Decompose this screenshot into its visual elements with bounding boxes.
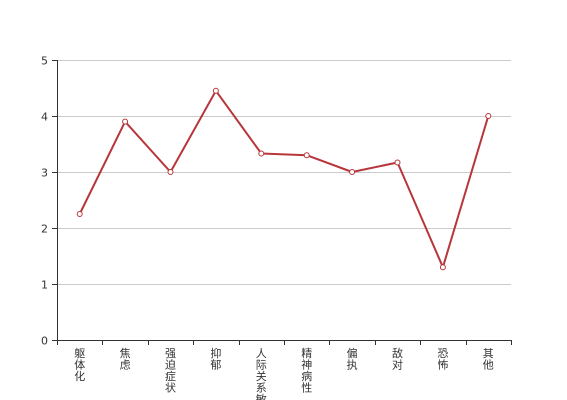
data-point xyxy=(212,87,219,94)
x-tick-label: 强迫症状 xyxy=(165,347,176,395)
x-tick-label: 焦虑 xyxy=(120,347,131,372)
x-tick-label: 其他 xyxy=(483,347,494,372)
grid-lines xyxy=(57,60,511,285)
series-line-path xyxy=(78,89,490,269)
data-point xyxy=(485,113,492,119)
x-tick-label: 人际关系敏感 xyxy=(256,347,267,400)
data-point xyxy=(167,169,174,175)
data-point xyxy=(303,152,310,159)
y-tick-label: 4 xyxy=(41,111,48,124)
data-point xyxy=(394,159,401,166)
data-points xyxy=(76,87,492,271)
y-tick-label: 5 xyxy=(41,55,48,68)
y-tick-label: 1 xyxy=(41,279,48,292)
data-point xyxy=(349,169,356,175)
x-tick-label: 敌对 xyxy=(392,346,403,372)
data-point xyxy=(439,264,446,271)
y-tick-label: 0 xyxy=(41,335,48,348)
x-tick-labels: 躯体化 焦虑 强迫症状 抑郁 人际关系敏感 精神病性 偏执 敌对 恐怖 其他 xyxy=(74,346,494,400)
axes xyxy=(52,60,512,345)
data-point xyxy=(258,150,265,157)
series-line xyxy=(78,89,490,269)
x-tick-label: 恐怖 xyxy=(437,347,448,372)
x-tick-label: 抑郁 xyxy=(210,346,221,372)
x-tick-label: 躯体化 xyxy=(74,347,85,383)
y-tick-label: 2 xyxy=(41,223,48,236)
y-tick-labels: 0 1 2 3 4 5 xyxy=(41,55,48,348)
data-point xyxy=(76,211,83,217)
y-tick-label: 3 xyxy=(41,167,48,180)
data-point xyxy=(122,118,129,125)
x-tick-label: 偏执 xyxy=(347,346,358,372)
x-tick-label: 精神病性 xyxy=(301,347,312,395)
